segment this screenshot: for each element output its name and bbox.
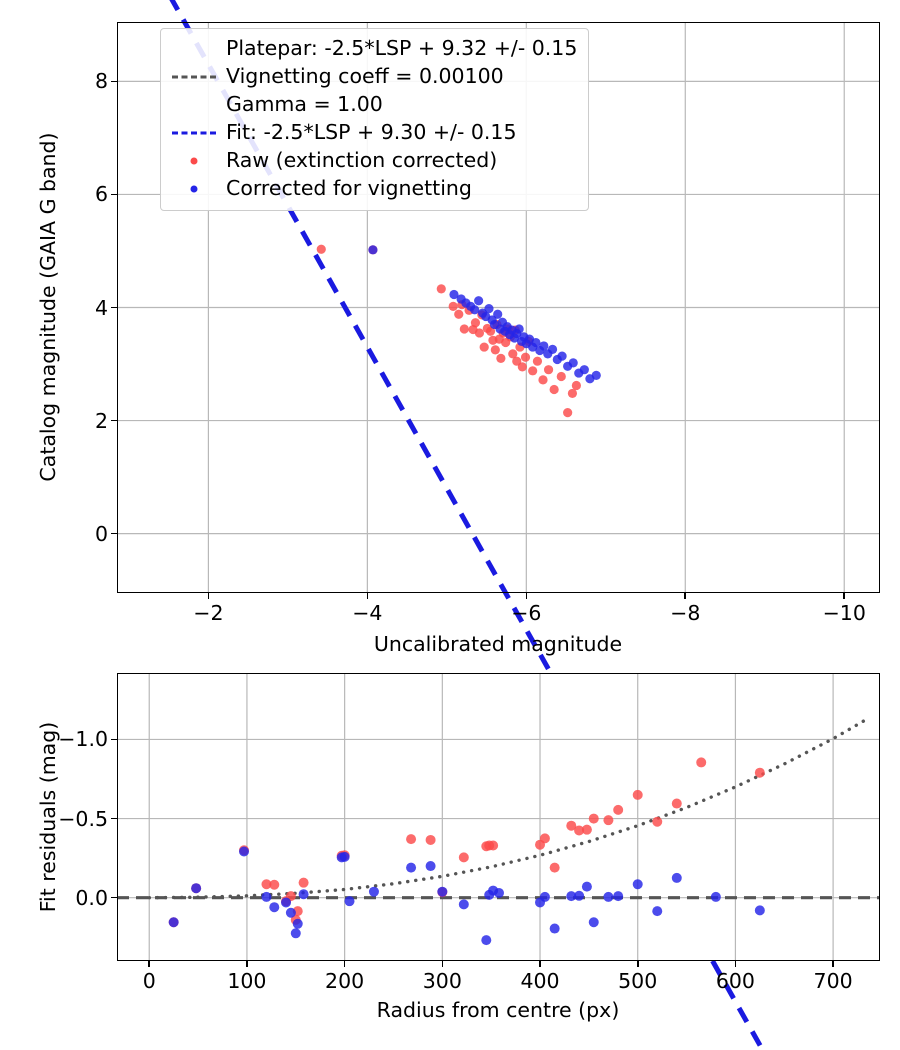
top-axes-ytick-label: 2: [94, 408, 108, 433]
bottom-axes-xtick-mark: [832, 961, 834, 967]
legend-entry-fit: Fit: -2.5*LSP + 9.30 +/- 0.15: [171, 120, 577, 146]
legend-handle-blank: [171, 39, 217, 59]
legend-label-gamma: Gamma = 1.00: [226, 92, 383, 117]
bottom-axes-ytick-mark: [111, 817, 117, 820]
legend-handle-blue-dot: [171, 179, 217, 199]
top-axes-xtick-mark: [525, 593, 528, 599]
top-axes-xtick-mark: [207, 593, 210, 599]
bottom-axes-xtick-label: 500: [618, 969, 658, 993]
top-axes-ytick-label: 0: [94, 521, 108, 546]
bottom-axes-xtick-label: 0: [142, 969, 156, 993]
fit-residuals-plot: [117, 673, 880, 961]
top-axes-ytick-label: 6: [94, 182, 108, 207]
legend-label-raw: Raw (extinction corrected): [226, 148, 498, 173]
fit-residuals-canvas: [117, 673, 880, 961]
legend-label-platepar: Platepar: -2.5*LSP + 9.32 +/- 0.15: [226, 36, 578, 61]
top-axes-y-label: Catalog magnitude (GAIA G band): [36, 132, 60, 482]
bottom-axes-xtick-label: 300: [422, 969, 462, 993]
legend-entry-vignetting-coeff: Vignetting coeff = 0.00100: [171, 64, 577, 90]
plot-legend: Platepar: -2.5*LSP + 9.32 +/- 0.15 Vigne…: [160, 28, 590, 211]
legend-handle-blank-2: [171, 95, 217, 115]
legend-handle-red-dot: [171, 151, 217, 171]
bottom-axes-xtick-label: 100: [227, 969, 267, 993]
top-axes-xtick-mark: [843, 593, 846, 599]
bottom-axes-xtick-mark: [734, 961, 737, 967]
bottom-axes-xtick-label: 200: [325, 969, 365, 993]
top-axes-xtick-label: −6: [511, 601, 542, 625]
bottom-axes-xtick-label: 400: [520, 969, 560, 993]
bottom-axes-ytick-label: 0.0: [75, 885, 108, 910]
legend-label-fit: Fit: -2.5*LSP + 9.30 +/- 0.15: [226, 120, 517, 145]
legend-handle-dashed-gray-line: [171, 67, 217, 87]
bottom-axes-xtick-mark: [148, 961, 151, 967]
legend-entry-platepar: Platepar: -2.5*LSP + 9.32 +/- 0.15: [171, 36, 577, 62]
top-axes-ytick-mark: [111, 306, 117, 309]
bottom-axes-ytick-mark: [111, 738, 117, 741]
top-axes-ytick-mark: [111, 80, 117, 83]
legend-label-vignetting-coeff: Vignetting coeff = 0.00100: [226, 64, 504, 89]
top-axes-xtick-label: −4: [352, 601, 383, 625]
legend-entry-gamma: Gamma = 1.00: [171, 92, 577, 118]
top-axes-ytick-label: 4: [94, 295, 108, 320]
top-axes-xtick-label: −10: [822, 601, 866, 625]
top-axes-ytick-mark: [111, 419, 117, 422]
bottom-axes-ytick-label: −0.5: [58, 806, 108, 831]
bottom-axes-xtick-label: 600: [715, 969, 755, 993]
top-axes-ytick-mark: [111, 532, 117, 535]
bottom-axes-y-label: Fit residuals (mag): [36, 721, 60, 913]
top-axes-ytick-label: 8: [94, 69, 108, 94]
top-axes-xtick-label: −2: [193, 601, 224, 625]
bottom-axes-xtick-mark: [539, 961, 541, 967]
bottom-axes-xtick-mark: [343, 961, 346, 967]
top-axes-x-label: Uncalibrated magnitude: [373, 632, 623, 656]
bottom-axes-xtick-mark: [441, 961, 444, 967]
bottom-axes-ytick-mark: [111, 896, 117, 899]
bottom-axes-xtick-label: 700: [813, 969, 853, 993]
top-axes-xtick-label: −8: [670, 601, 701, 625]
bottom-axes-x-label: Radius from centre (px): [376, 998, 620, 1022]
bottom-axes-xtick-mark: [636, 961, 639, 967]
top-axes-xtick-mark: [366, 593, 369, 599]
bottom-axes-xtick-mark: [246, 961, 248, 967]
legend-label-corrected: Corrected for vignetting: [226, 176, 472, 201]
legend-entry-raw: Raw (extinction corrected): [171, 148, 577, 174]
legend-handle-dashed-blue-line: [171, 123, 217, 143]
top-axes-xtick-mark: [684, 593, 687, 599]
legend-entry-corrected: Corrected for vignetting: [171, 176, 577, 202]
top-axes-ytick-mark: [111, 193, 117, 196]
bottom-axes-ytick-label: −1.0: [58, 727, 108, 752]
